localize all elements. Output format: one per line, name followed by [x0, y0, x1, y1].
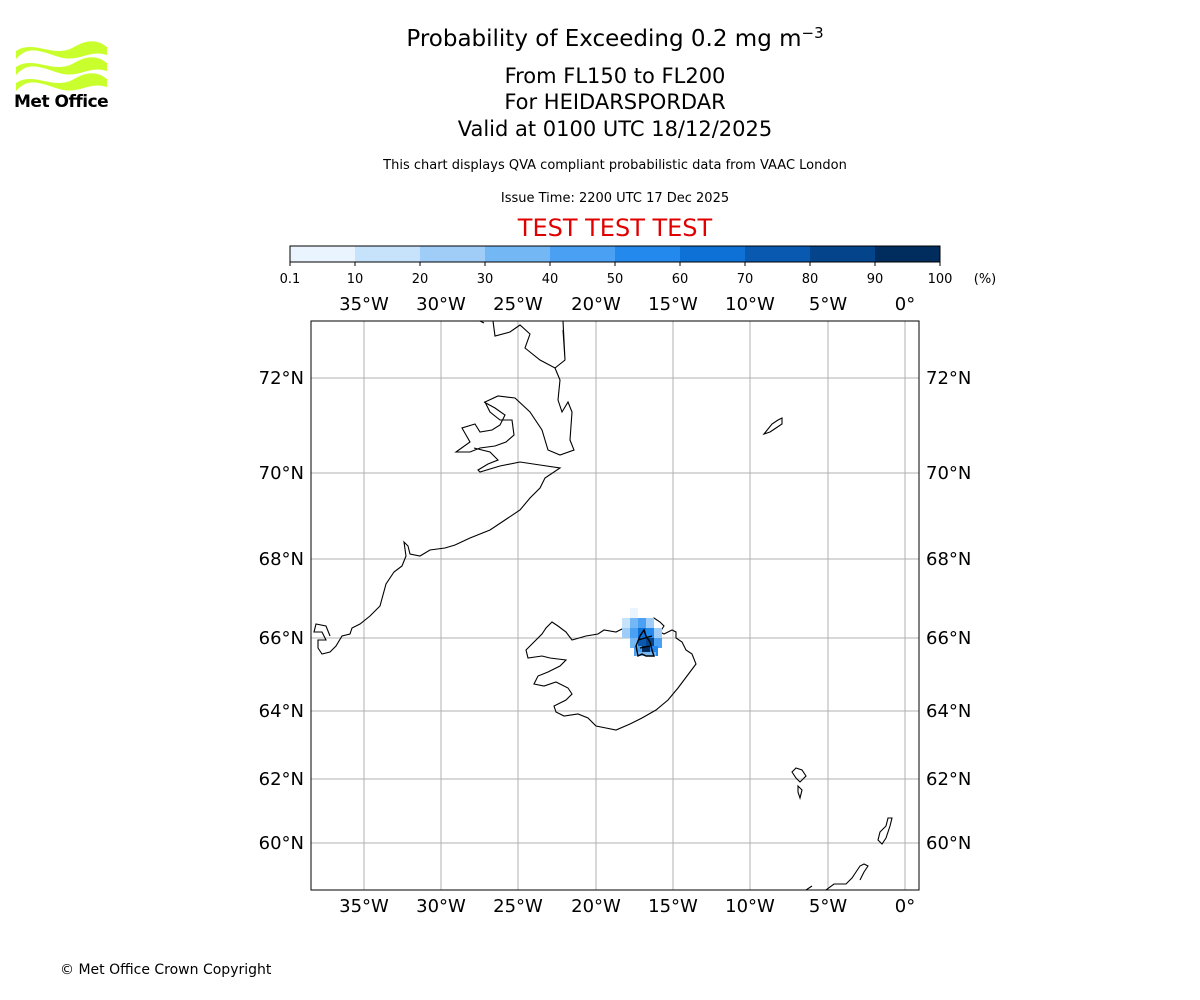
left-latitude-labels: 72°N 70°N 68°N 66°N 64°N 62°N 60°N	[259, 368, 304, 854]
issue-time: Issue Time: 2200 UTC 17 Dec 2025	[500, 191, 730, 206]
colorbar-tick-label: 40	[542, 272, 559, 287]
bottom-lon-label: 30°W	[416, 896, 466, 917]
plume-cell	[642, 646, 650, 656]
top-lon-label: 25°W	[493, 294, 543, 315]
met-office-logo-text: Met Office	[14, 92, 109, 112]
right-lat-label: 72°N	[926, 368, 971, 389]
plume-cell	[638, 638, 646, 648]
plume-cell	[646, 628, 654, 638]
plume-cell	[646, 618, 654, 628]
plume-cell	[622, 628, 630, 638]
copyright-notice: © Met Office Crown Copyright	[60, 962, 272, 978]
gridlines	[311, 321, 919, 890]
left-lat-label: 72°N	[259, 368, 304, 389]
top-lon-label: 20°W	[571, 294, 621, 315]
bottom-lon-label: 5°W	[809, 896, 847, 917]
bottom-lon-label: 0°	[895, 896, 915, 917]
top-longitude-labels: 35°W 30°W 25°W 20°W 15°W 10°W 5°W 0°	[339, 294, 915, 315]
top-lon-label: 10°W	[725, 294, 775, 315]
plume-cell	[654, 638, 662, 648]
colorbar: 0.1 10 20 30 40 50 60 70 80 90 100 (%)	[280, 245, 997, 287]
right-lat-label: 70°N	[926, 463, 971, 484]
plume-cell	[636, 652, 656, 656]
right-latitude-labels: 72°N 70°N 68°N 66°N 64°N 62°N 60°N	[926, 368, 971, 854]
right-lat-label: 68°N	[926, 549, 971, 570]
met-office-logo-icon	[16, 41, 107, 91]
bottom-lon-label: 35°W	[339, 896, 389, 917]
top-lon-label: 0°	[895, 294, 915, 315]
plume-cell	[634, 646, 642, 656]
colorbar-segment-8	[810, 246, 876, 262]
bottom-lon-label: 10°W	[725, 896, 775, 917]
colorbar-segment-3	[485, 246, 551, 262]
colorbar-segment-5	[615, 246, 681, 262]
right-lat-label: 62°N	[926, 769, 971, 790]
colorbar-segment-6	[680, 246, 746, 262]
colorbar-tick-label: 60	[672, 272, 689, 287]
colorbar-tick-label: 90	[867, 272, 884, 287]
bottom-longitude-labels: 35°W 30°W 25°W 20°W 15°W 10°W 5°W 0°	[339, 896, 915, 917]
plume-cell	[622, 618, 630, 628]
greenland-coastline	[313, 321, 575, 655]
scotland-coastline	[805, 863, 869, 890]
colorbar-tick-label: 20	[412, 272, 429, 287]
left-lat-label: 70°N	[259, 463, 304, 484]
volcano-name: For HEIDARSPORDAR	[504, 90, 726, 114]
map-frame	[310, 320, 920, 891]
colorbar-unit-label: (%)	[974, 272, 997, 287]
top-lon-label: 30°W	[416, 294, 466, 315]
plume-cell	[630, 628, 638, 638]
colorbar-segment-9	[875, 246, 941, 262]
bottom-lon-label: 25°W	[493, 896, 543, 917]
colorbar-tick-label: 50	[607, 272, 624, 287]
colorbar-tick-label: 80	[802, 272, 819, 287]
faroe-islands-coastline	[791, 767, 807, 800]
plume-cell	[654, 628, 662, 638]
top-lon-label: 15°W	[648, 294, 698, 315]
colorbar-tick-label: 70	[737, 272, 754, 287]
colorbar-tick-label: 0.1	[280, 272, 301, 287]
left-lat-label: 68°N	[259, 549, 304, 570]
colorbar-tick-label: 30	[477, 272, 494, 287]
jan-mayen-coastline	[762, 417, 783, 436]
plume-cell	[630, 618, 638, 628]
top-lon-label: 35°W	[339, 294, 389, 315]
right-lat-label: 64°N	[926, 701, 971, 722]
volcano-source-marker	[635, 628, 655, 658]
left-lat-label: 60°N	[259, 833, 304, 854]
shetland-coastline	[877, 817, 893, 845]
plume-cell	[638, 618, 646, 628]
right-lat-label: 60°N	[926, 833, 971, 854]
valid-time: Valid at 0100 UTC 18/12/2025	[457, 117, 773, 141]
bottom-lon-label: 15°W	[648, 896, 698, 917]
plume-cell	[630, 608, 638, 618]
test-banner: TEST TEST TEST	[517, 214, 713, 242]
flight-level-range: From FL150 to FL200	[504, 64, 726, 88]
colorbar-tick-label: 10	[347, 272, 364, 287]
colorbar-segment-2	[420, 246, 486, 262]
colorbar-segment-7	[745, 246, 811, 262]
coastlines	[313, 321, 893, 890]
plume-cell	[630, 638, 638, 648]
plume-cell	[650, 646, 658, 656]
colorbar-segment-0	[290, 246, 356, 262]
left-lat-label: 62°N	[259, 769, 304, 790]
data-note: This chart displays QVA compliant probab…	[383, 158, 847, 173]
left-lat-label: 66°N	[259, 628, 304, 649]
chart-title: Probability of Exceeding 0.2 mg m−3	[406, 24, 824, 52]
colorbar-segment-1	[355, 246, 421, 262]
bottom-lon-label: 20°W	[571, 896, 621, 917]
right-lat-label: 66°N	[926, 628, 971, 649]
left-lat-label: 64°N	[259, 701, 304, 722]
colorbar-segment-4	[550, 246, 616, 262]
iceland-coastline	[525, 617, 697, 731]
colorbar-tick-label: 100	[928, 272, 953, 287]
top-lon-label: 5°W	[809, 294, 847, 315]
